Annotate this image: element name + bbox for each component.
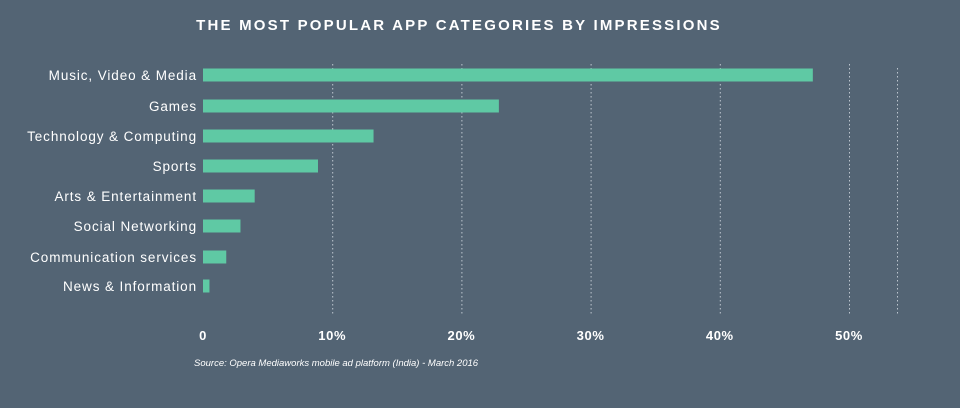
category-label-games: Games [149, 99, 197, 114]
category-label-communication-services: Communication services [30, 250, 197, 265]
category-label-sports: Sports [153, 159, 197, 174]
tick-label-10: 10% [318, 328, 346, 343]
tick-label-20: 20% [447, 328, 475, 343]
grid-layer [332, 64, 898, 314]
category-label-arts-entertainment: Arts & Entertainment [54, 189, 197, 204]
bar-music-video-media [203, 68, 813, 82]
bar-social-networking [203, 219, 241, 233]
bar-technology-computing [203, 129, 374, 143]
bar-communication-services [203, 250, 227, 264]
category-label-social-networking: Social Networking [74, 219, 197, 234]
category-label-music-video-media: Music, Video & Media [49, 68, 197, 83]
category-label-technology-computing: Technology & Computing [27, 129, 197, 144]
bar-games [203, 99, 499, 113]
tick-label-50: 50% [835, 328, 863, 343]
tick-label-30: 30% [577, 328, 605, 343]
category-labels: Music, Video & Media Games Technology & Co… [27, 68, 197, 294]
tick-label-0: 0 [199, 328, 207, 343]
category-label-news-information: News & Information [63, 279, 197, 294]
chart-title: THE MOST POPULAR APP CATEGORIES BY IMPRE… [196, 17, 722, 34]
bar-arts-entertainment [203, 189, 255, 203]
bar-layer [203, 68, 813, 293]
bar-sports [203, 159, 318, 173]
source-note: Source: Opera Mediaworks mobile ad platf… [194, 358, 479, 369]
x-axis-ticks: 0 10% 20% 30% 40% 50% [199, 328, 863, 343]
tick-label-40: 40% [706, 328, 734, 343]
bar-news-information [203, 279, 210, 293]
